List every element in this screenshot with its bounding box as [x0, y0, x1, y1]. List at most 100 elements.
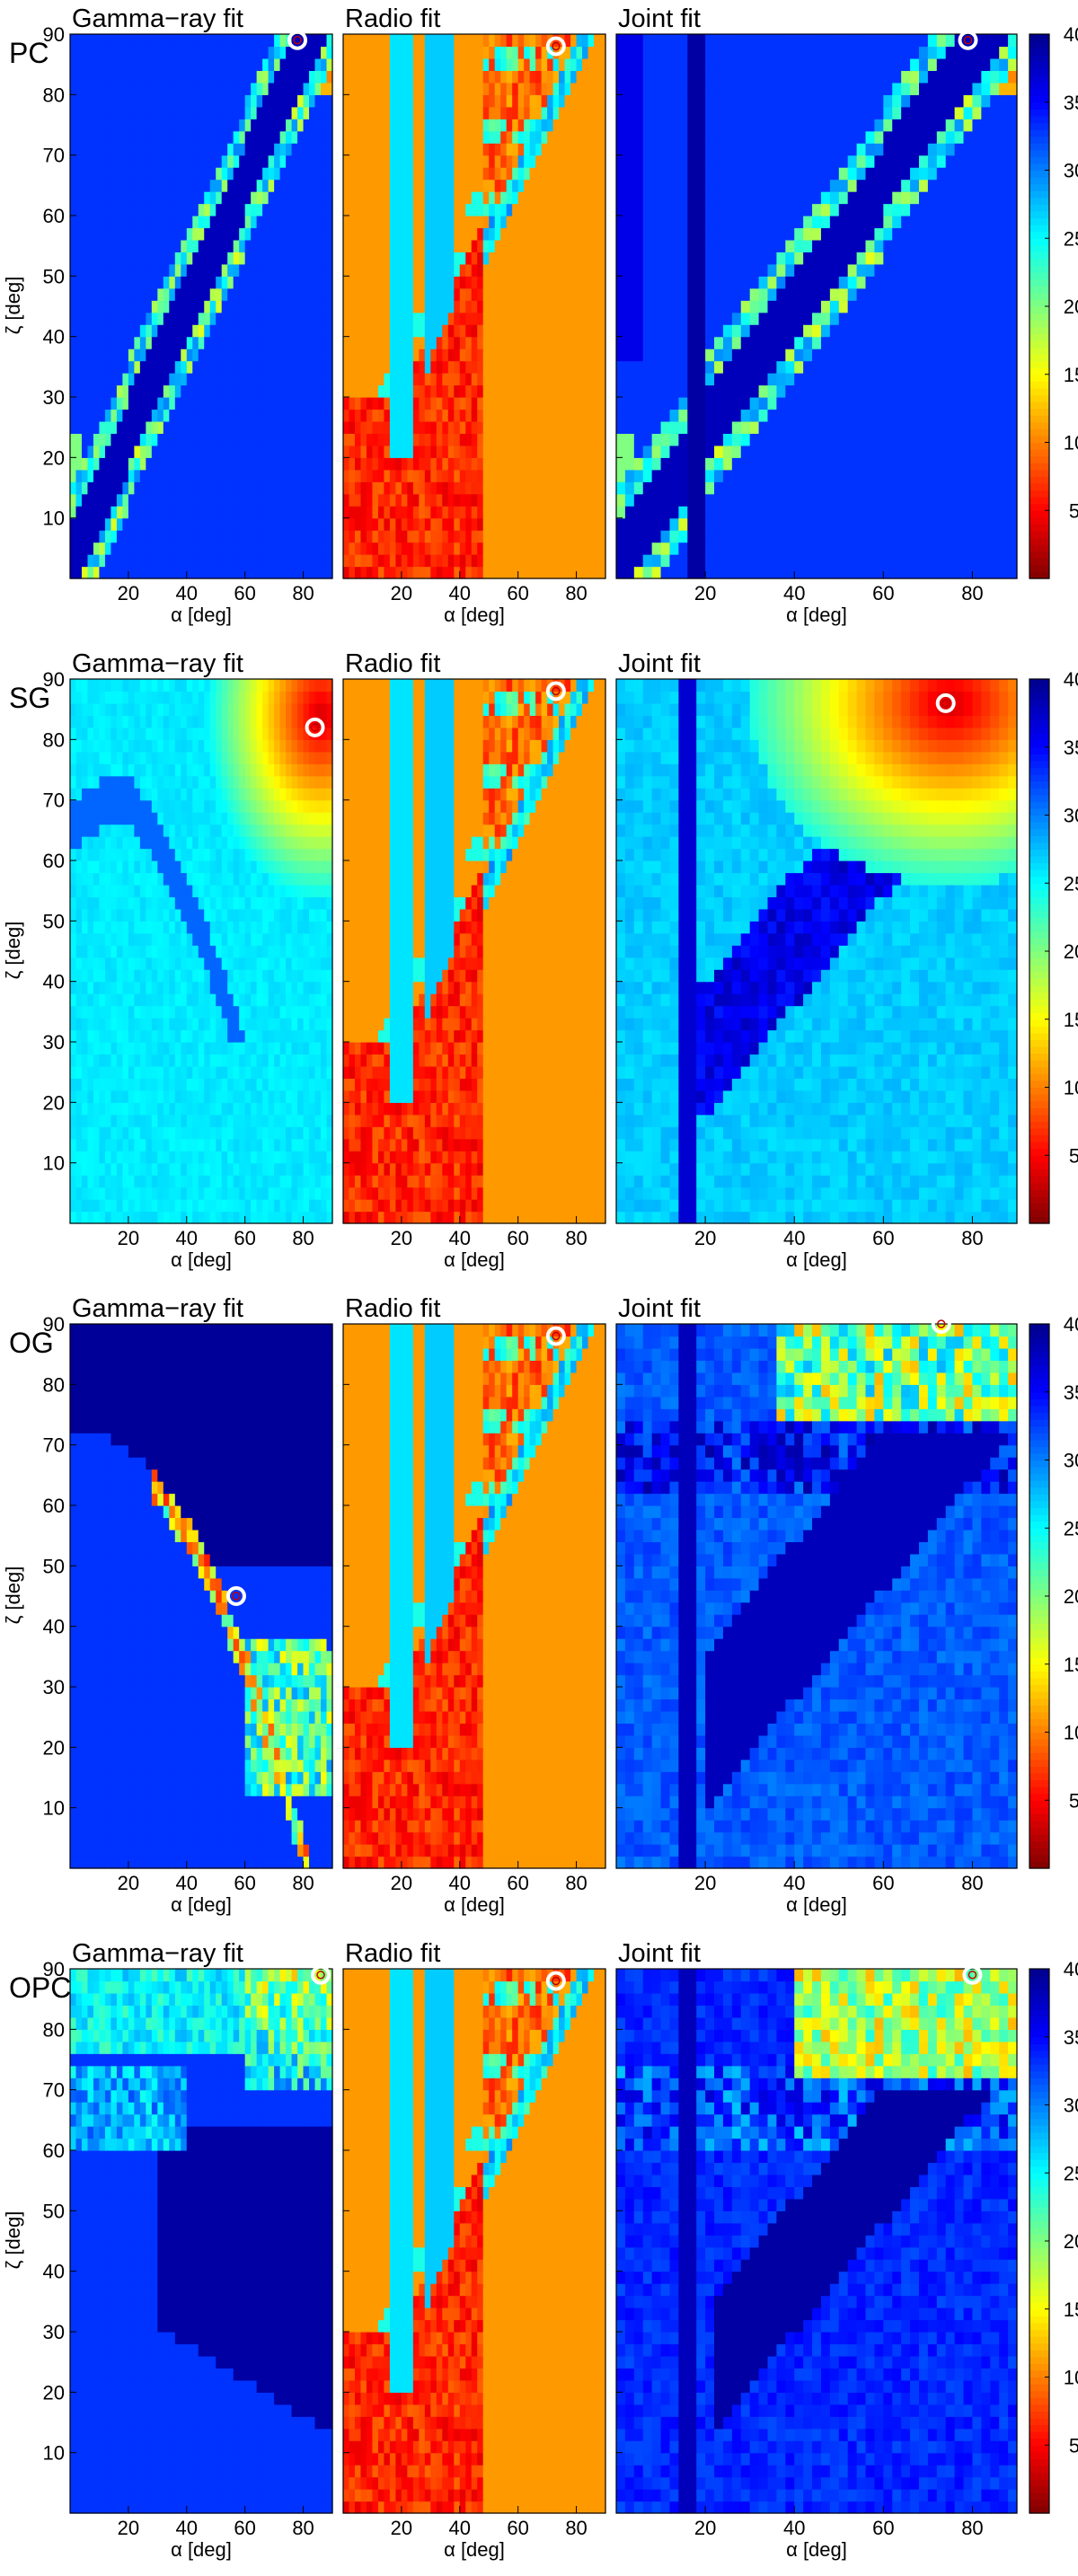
heatmap-cell [436, 94, 443, 108]
heatmap-cell [104, 493, 112, 507]
heatmap-cell [642, 34, 653, 48]
heatmap-cell [366, 216, 374, 229]
heatmap-cell [500, 179, 508, 192]
heatmap-cell [279, 360, 287, 374]
heatmap-cell [541, 373, 548, 386]
heatmap-cell [582, 57, 589, 71]
heatmap-cell [116, 506, 123, 519]
heatmap-cell [128, 433, 135, 446]
heatmap-cell [139, 70, 146, 84]
heatmap-cell [192, 324, 199, 338]
heatmap-cell [198, 542, 205, 555]
heatmap-cell [651, 130, 662, 144]
heatmap-cell [447, 154, 455, 168]
heatmap-cell [104, 312, 112, 325]
heatmap-cell [349, 82, 356, 95]
heatmap-cell [687, 373, 697, 386]
heatmap-cell [279, 82, 287, 95]
heatmap-cell [749, 433, 760, 446]
heatmap-cell [163, 300, 170, 313]
heatmap-cell [714, 94, 724, 108]
heatmap-cell [262, 409, 270, 422]
heatmap-cell [360, 82, 367, 95]
heatmap-cell [559, 287, 566, 301]
heatmap-cell [705, 493, 715, 507]
heatmap-cell [274, 57, 281, 71]
heatmap-cell [559, 251, 566, 265]
heatmap-cell [705, 276, 715, 289]
heatmap-cell [251, 106, 258, 119]
heatmap-cell [447, 433, 455, 446]
plot-frame [69, 33, 333, 579]
heatmap-cell [116, 457, 123, 471]
heatmap-cell [204, 409, 211, 422]
heatmap-cell [500, 542, 508, 555]
heatmap-cell [471, 46, 478, 59]
heatmap-cell [128, 530, 135, 543]
heatmap-cell [517, 312, 525, 325]
heatmap-cell [321, 457, 328, 471]
heatmap-cell [524, 420, 531, 434]
heatmap-cell [633, 566, 644, 579]
heatmap-cell [705, 57, 715, 71]
heatmap-cell [430, 445, 437, 458]
heatmap-cell [687, 445, 697, 458]
heatmap-cell [412, 251, 420, 265]
heatmap-cell [430, 324, 437, 338]
heatmap-cell [326, 336, 333, 349]
heatmap-cell [244, 94, 252, 108]
heatmap-cell [687, 469, 697, 482]
heatmap-cell [377, 167, 385, 181]
heatmap-cell [731, 420, 742, 434]
heatmap-cell [424, 457, 431, 471]
heatmap-cell [529, 481, 536, 495]
heatmap-cell [687, 130, 697, 144]
heatmap-cell [559, 336, 566, 349]
heatmap-cell [134, 179, 141, 192]
heatmap-cell [251, 143, 258, 156]
heatmap-cell [239, 506, 246, 519]
heatmap-cell [430, 167, 437, 181]
heatmap-cell [75, 348, 83, 362]
heatmap-cell [81, 143, 89, 156]
heatmap-cell [227, 506, 234, 519]
heatmap-cell [454, 154, 461, 168]
heatmap-cell [576, 34, 583, 48]
heatmap-cell [384, 517, 391, 531]
heatmap-cell [251, 397, 258, 410]
heatmap-cell [146, 276, 153, 289]
heatmap-cell [594, 263, 601, 277]
heatmap-cell [767, 82, 777, 95]
heatmap-cell [233, 46, 240, 59]
heatmap-cell [465, 276, 473, 289]
heatmap-cell [314, 445, 322, 458]
heatmap-cell [594, 360, 601, 374]
heatmap-cell [303, 106, 310, 119]
heatmap-cell [233, 216, 240, 229]
heatmap-cell [221, 542, 228, 555]
heatmap-cell [395, 433, 402, 446]
heatmap-cell [81, 373, 89, 386]
heatmap-cell [377, 106, 385, 119]
heatmap-cell [559, 130, 566, 144]
heatmap-cell [705, 457, 715, 471]
heatmap-cell [696, 82, 706, 95]
heatmap-cell [459, 119, 466, 132]
heatmap-cell [552, 287, 560, 301]
heatmap-cell [564, 203, 571, 216]
heatmap-cell [343, 566, 350, 579]
heatmap-cell [116, 445, 123, 458]
heatmap-cell [582, 409, 589, 422]
heatmap-cell [541, 94, 548, 108]
heatmap-cell [163, 46, 170, 59]
heatmap-cell [459, 554, 466, 568]
heatmap-cell [70, 179, 77, 192]
heatmap-cell [146, 263, 153, 277]
heatmap-cell [576, 506, 583, 519]
heatmap-cell [377, 276, 385, 289]
heatmap-cell [122, 336, 129, 349]
heatmap-cell [256, 34, 263, 48]
heatmap-cell [244, 469, 252, 482]
heatmap-cell [384, 263, 391, 277]
heatmap-cell [233, 276, 240, 289]
